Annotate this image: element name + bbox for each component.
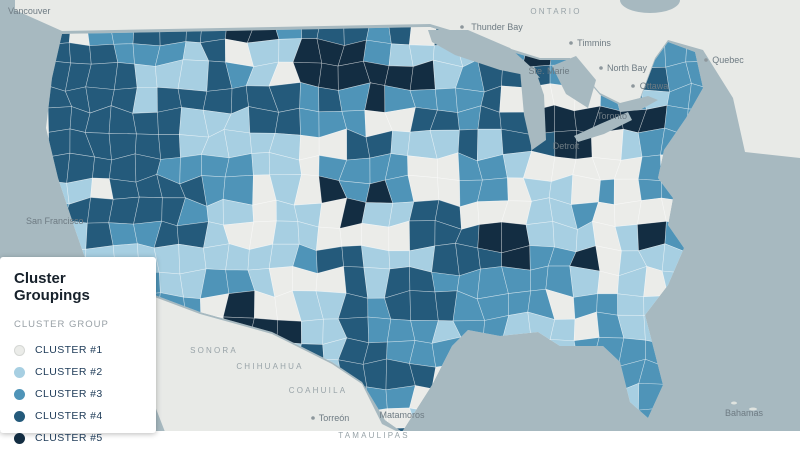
map-label-tamaulipas: TAMAULIPAS xyxy=(338,431,410,440)
legend-title: Cluster Groupings xyxy=(14,270,90,304)
legend-item-cluster-2[interactable]: CLUSTER #2 xyxy=(14,361,142,383)
legend-item-cluster-3[interactable]: CLUSTER #3 xyxy=(14,383,142,405)
map-label-bahamas: Bahamas xyxy=(725,408,764,418)
legend-item-cluster-4[interactable]: CLUSTER #4 xyxy=(14,405,142,427)
city-dot xyxy=(631,84,635,88)
map-label-san-francisco: San Francisco xyxy=(26,216,84,226)
legend-item-label: CLUSTER #3 xyxy=(35,388,103,400)
cluster-color-swatch xyxy=(14,366,25,378)
legend-item-cluster-1[interactable]: CLUSTER #1 xyxy=(14,339,142,361)
cluster-color-swatch xyxy=(14,388,25,400)
map-label-torre-n: Torreón xyxy=(319,413,350,423)
lake-erie xyxy=(574,112,632,142)
bahamas-islands xyxy=(731,401,757,411)
map-label-thunder-bay: Thunder Bay xyxy=(471,22,523,32)
map-label-matamoros: Matamoros xyxy=(379,410,425,420)
city-dot xyxy=(569,41,573,45)
james-bay-water xyxy=(620,0,680,13)
map-label-vancouver: Vancouver xyxy=(8,6,50,16)
legend-item-label: CLUSTER #2 xyxy=(35,366,103,378)
legend-item-label: CLUSTER #1 xyxy=(35,344,103,356)
legend-items: CLUSTER #1 CLUSTER #2 CLUSTER #3 CLUSTER #4… xyxy=(14,339,142,449)
map-labels: Vancouver ONTARIO Thunder Bay Timmins Ste. M… xyxy=(8,6,764,440)
mexico-landmass xyxy=(90,274,418,450)
legend-panel: Cluster Groupings CLUSTER GROUP CLUSTER … xyxy=(0,257,156,444)
map-label-ottawa: Ottawa xyxy=(640,81,669,91)
legend-item-label: CLUSTER #5 xyxy=(35,432,103,444)
map-label-sonora: SONORA xyxy=(190,346,238,355)
lake-ontario xyxy=(618,96,658,112)
map-label-north-bay: North Bay xyxy=(607,63,648,73)
lake-superior xyxy=(428,30,540,78)
map-label-coahuila: COAHUILA xyxy=(289,386,348,395)
great-lakes xyxy=(428,30,658,150)
lake-michigan xyxy=(520,66,546,150)
cluster-color-swatch xyxy=(14,410,25,422)
page-bottom-strip xyxy=(0,431,800,450)
map-label-timmins: Timmins xyxy=(577,38,611,48)
city-dot xyxy=(311,416,315,420)
map-label-toronto: Toronto xyxy=(597,111,627,121)
legend-item-cluster-5[interactable]: CLUSTER #5 xyxy=(14,427,142,449)
cluster-color-swatch xyxy=(14,432,25,444)
map-label-ontario: ONTARIO xyxy=(530,7,581,16)
cluster-color-swatch xyxy=(14,344,25,356)
map-label-chihuahua: CHIHUAHUA xyxy=(236,362,303,371)
map-label-detroit: Detroit xyxy=(553,141,580,151)
map-label-ste-marie: Ste. Marie xyxy=(528,66,569,76)
map-label-quebec: Quebec xyxy=(712,55,744,65)
city-dot xyxy=(599,66,603,70)
legend-subtitle: CLUSTER GROUP xyxy=(14,319,109,330)
city-dot xyxy=(460,25,464,29)
legend-item-label: CLUSTER #4 xyxy=(35,410,103,422)
canada-landmass xyxy=(15,0,800,158)
city-dot xyxy=(704,58,708,62)
lake-huron xyxy=(552,56,596,108)
